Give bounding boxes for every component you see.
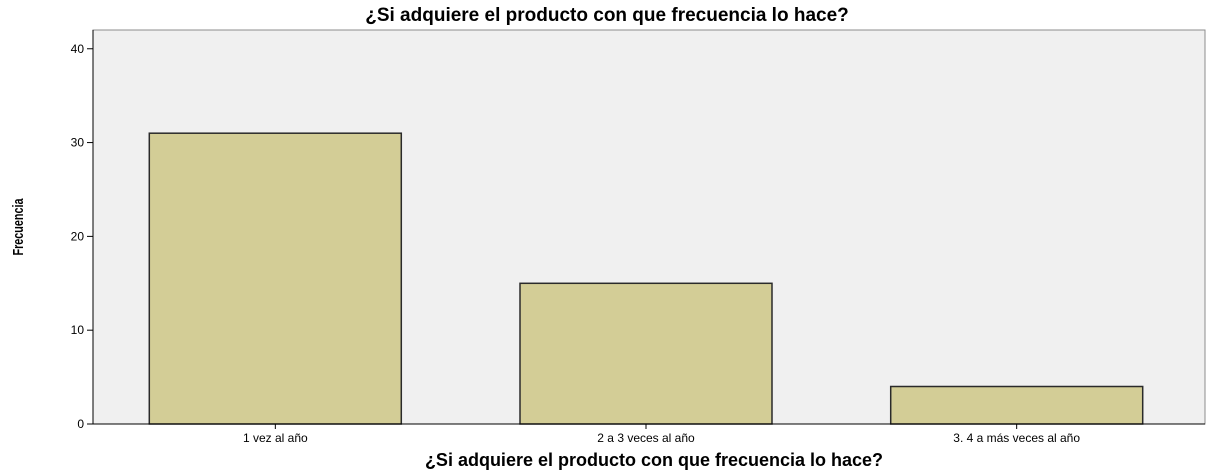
y-tick-label: 20 <box>71 229 85 243</box>
y-tick-label: 30 <box>71 136 85 150</box>
y-ticks-group: 0 10 20 30 40 <box>71 42 93 431</box>
chart-title: ¿Si adquiere el producto con que frecuen… <box>365 5 849 26</box>
y-tick-label: 0 <box>77 417 84 431</box>
bar-2 <box>520 283 772 424</box>
x-tick-label: 2 a 3 veces al año <box>597 431 695 445</box>
bar-1 <box>149 133 401 424</box>
x-ticks-group: 1 vez al año 2 a 3 veces al año 3. 4 a más… <box>243 424 1080 445</box>
x-tick-label: 1 vez al año <box>243 431 308 445</box>
x-tick-label: 3. 4 a más veces al año <box>953 431 1080 445</box>
bar-3 <box>891 387 1143 425</box>
y-axis-title: Frecuencia <box>9 198 26 256</box>
y-tick-label: 40 <box>71 42 85 56</box>
y-tick-label: 10 <box>71 323 85 337</box>
x-axis-title: ¿Si adquiere el producto con que frecuen… <box>425 450 883 470</box>
